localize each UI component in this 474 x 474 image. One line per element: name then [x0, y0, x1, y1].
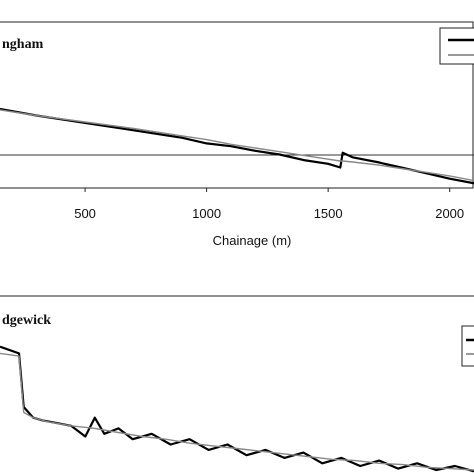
- panel-bottom-legend: [461, 325, 474, 367]
- panel-top-x-axis-label: Chainage (m): [213, 233, 292, 248]
- panel-top: ngham 500 1000 1500 2000 Chainage (m): [0, 21, 474, 248]
- panel-bottom-series: [0, 345, 474, 473]
- panel-bottom-series-1-line: [0, 345, 474, 473]
- panel-bottom-title: dgewick: [2, 313, 51, 328]
- panel-top-legend-box: [439, 27, 474, 65]
- panel-top-series-2-line: [0, 109, 474, 182]
- panel-bottom-series-2-line: [0, 352, 474, 471]
- x-tick-label-500: 500: [74, 206, 96, 221]
- panel-top-legend: [439, 27, 474, 65]
- x-tick-label-2000: 2000: [435, 206, 464, 221]
- panel-bottom-frame: [0, 295, 474, 297]
- x-tick-label-1000: 1000: [192, 206, 221, 221]
- panel-top-frame: [0, 21, 474, 189]
- x-tick-label-1500: 1500: [314, 206, 343, 221]
- panel-bottom-legend-box: [461, 325, 474, 367]
- panel-top-title: ngham: [2, 37, 44, 52]
- panel-top-series: [0, 107, 474, 185]
- panel-top-x-axis: 500 1000 1500 2000: [74, 188, 464, 221]
- panel-top-series-1-line: [0, 107, 474, 185]
- panel-bottom: dgewick: [0, 295, 474, 473]
